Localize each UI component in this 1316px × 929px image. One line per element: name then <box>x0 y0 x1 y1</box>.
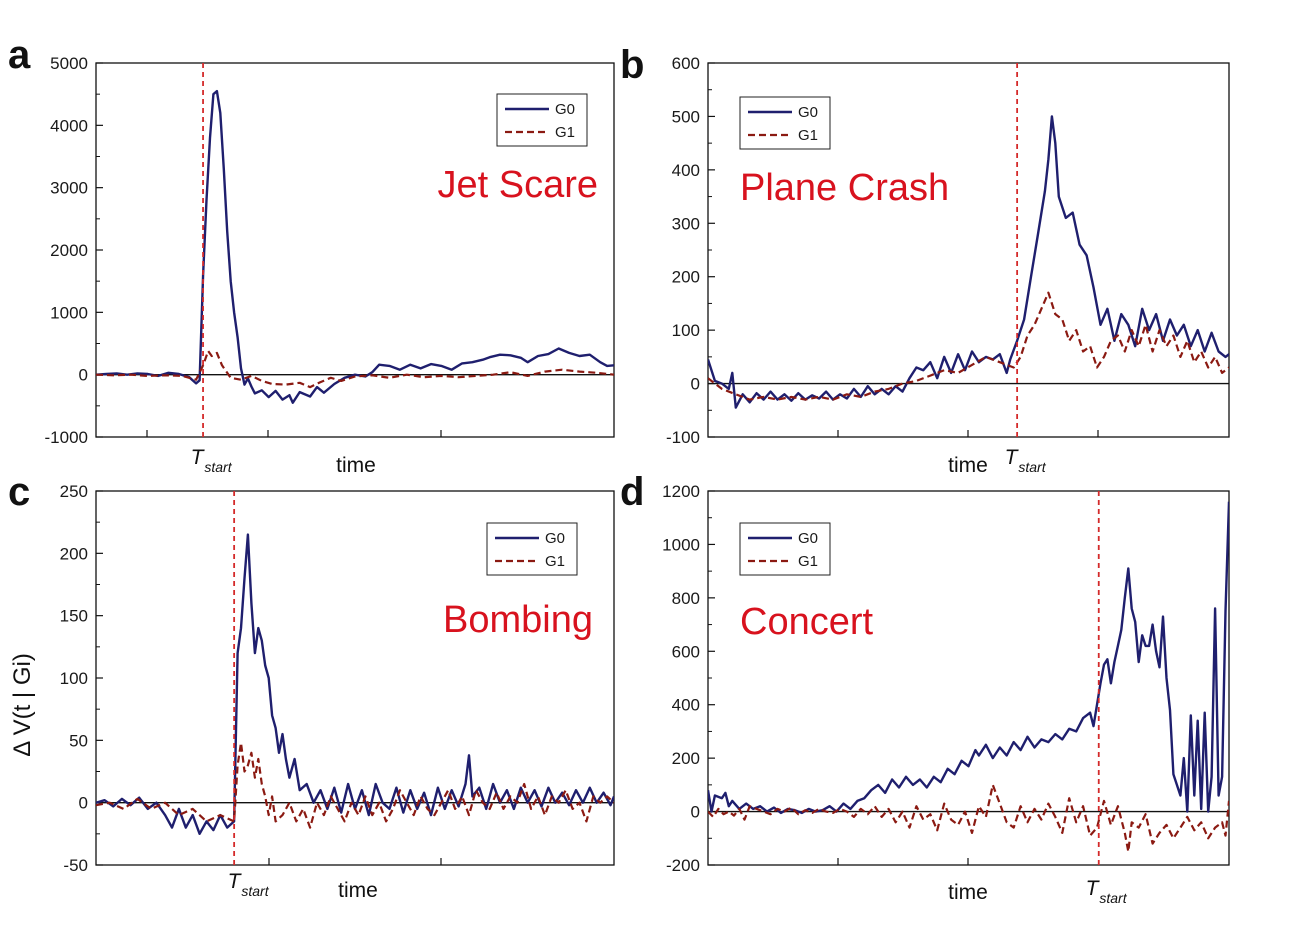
panel-a: -1000 0 1000 2000 3000 4000 5000 T start time a Jet… <box>8 33 615 477</box>
y-tick-label: 150 <box>60 607 88 626</box>
y-tick-label: -1000 <box>45 428 88 447</box>
y-tick-label: 100 <box>60 669 88 688</box>
series-g0-line <box>708 115 1229 409</box>
panel-d: -200 0 200 400 600 800 1000 1200 T start time d Conc… <box>620 470 1230 906</box>
t-start-label: T <box>191 446 206 469</box>
t-start-subscript: start <box>204 459 232 475</box>
y-tick-label: 4000 <box>50 116 88 135</box>
event-annotation: Bombing <box>443 599 593 641</box>
y-tick-label: 100 <box>672 321 700 340</box>
y-tick-label: 0 <box>79 366 88 385</box>
y-tick-label: 300 <box>672 214 700 233</box>
t-start-label: T <box>228 870 243 893</box>
y-tick-label: 2000 <box>50 241 88 260</box>
y-tick-label: 400 <box>672 696 700 715</box>
panel-letter: a <box>8 33 31 77</box>
y-tick-label: 5000 <box>50 54 88 73</box>
x-axis-label: time <box>948 881 988 904</box>
y-tick-label: -50 <box>63 856 88 875</box>
y-tick-label: 500 <box>672 107 700 126</box>
legend-g0-label: G0 <box>798 104 818 121</box>
y-tick-label: 1000 <box>662 535 700 554</box>
y-tick-label: -100 <box>666 428 700 447</box>
y-tick-label: 200 <box>60 544 88 563</box>
legend-box <box>739 96 831 150</box>
series-g0-line <box>96 533 614 835</box>
legend-g1-label: G1 <box>798 127 818 144</box>
t-start-label: T <box>1086 877 1101 900</box>
event-annotation: Jet Scare <box>437 164 598 206</box>
y-tick-label: 200 <box>672 268 700 287</box>
y-tick-label: 0 <box>79 794 88 813</box>
y-tick-label: 3000 <box>50 179 88 198</box>
legend-box <box>496 93 588 147</box>
x-axis-label: time <box>948 454 988 477</box>
event-annotation: Concert <box>740 601 873 643</box>
y-tick-label: 0 <box>691 803 700 822</box>
legend-g0-label: G0 <box>545 530 565 547</box>
legend-g1-label: G1 <box>798 553 818 570</box>
series-g0-line <box>96 89 614 404</box>
y-axis-label: Δ V(t | Gi) <box>9 653 36 757</box>
x-axis-label: time <box>338 879 378 902</box>
legend-g1-label: G1 <box>545 553 565 570</box>
y-tick-label: 0 <box>691 375 700 394</box>
legend-box <box>739 522 831 576</box>
y-tick-label: 600 <box>672 54 700 73</box>
y-tick-label: 600 <box>672 642 700 661</box>
legend-g0-label: G0 <box>798 530 818 547</box>
series-g1-line <box>708 783 1229 853</box>
x-axis-label: time <box>336 454 376 477</box>
panel-b: -100 0 100 200 300 400 500 600 T start time b Plane … <box>620 43 1230 477</box>
y-tick-label: 1000 <box>50 303 88 322</box>
legend-box <box>486 522 578 576</box>
panel-letter: b <box>620 43 644 87</box>
legend-g0-label: G0 <box>555 101 575 118</box>
y-tick-label: -200 <box>666 856 700 875</box>
t-start-subscript: start <box>1099 890 1127 906</box>
t-start-subscript: start <box>241 883 269 899</box>
t-start-label: T <box>1005 446 1020 469</box>
y-tick-label: 200 <box>672 749 700 768</box>
y-tick-label: 1200 <box>662 482 700 501</box>
y-tick-label: 50 <box>69 731 88 750</box>
panel-letter: d <box>620 470 644 514</box>
event-annotation: Plane Crash <box>740 167 949 209</box>
series-g1-line <box>708 291 1229 401</box>
panel-letter: c <box>8 470 30 514</box>
y-tick-label: 800 <box>672 589 700 608</box>
t-start-subscript: start <box>1018 459 1046 475</box>
legend-g1-label: G1 <box>555 124 575 141</box>
y-tick-label: 400 <box>672 161 700 180</box>
series-g1-line <box>96 349 614 389</box>
y-tick-label: 250 <box>60 482 88 501</box>
series-g1-line <box>96 741 614 829</box>
